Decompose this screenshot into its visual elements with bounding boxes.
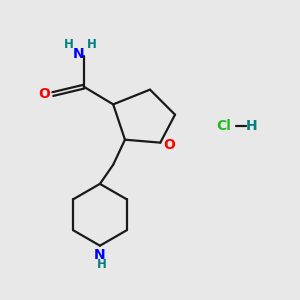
Text: O: O (163, 138, 175, 152)
Text: O: O (39, 87, 50, 101)
Text: H: H (87, 38, 97, 51)
Text: Cl: Cl (216, 119, 231, 134)
Text: N: N (73, 47, 84, 61)
Text: H: H (97, 258, 106, 271)
Text: N: N (94, 248, 106, 262)
Text: H: H (246, 119, 257, 134)
Text: H: H (64, 38, 74, 51)
